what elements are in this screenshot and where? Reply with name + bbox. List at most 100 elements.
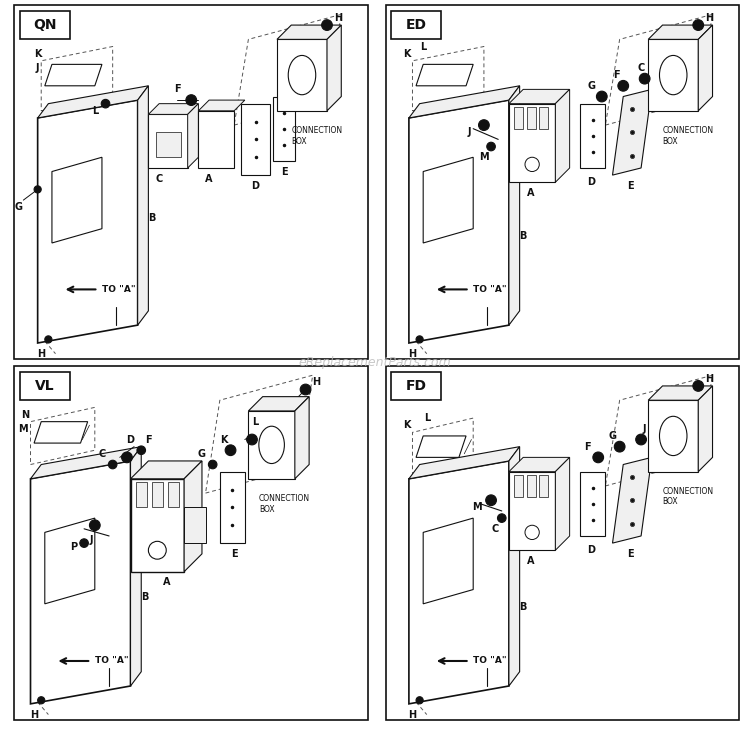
Polygon shape xyxy=(526,475,536,496)
Text: D: D xyxy=(251,181,260,191)
Text: G: G xyxy=(198,449,206,459)
Polygon shape xyxy=(509,457,570,472)
Polygon shape xyxy=(327,25,341,111)
Circle shape xyxy=(322,20,332,31)
Polygon shape xyxy=(698,25,712,111)
Circle shape xyxy=(636,434,646,445)
Circle shape xyxy=(34,186,41,193)
Text: F: F xyxy=(145,434,152,445)
Text: E: E xyxy=(231,549,238,559)
Circle shape xyxy=(247,434,257,445)
Polygon shape xyxy=(509,104,555,182)
Polygon shape xyxy=(38,100,138,343)
Circle shape xyxy=(89,520,101,531)
Text: K: K xyxy=(34,49,41,58)
Circle shape xyxy=(122,452,132,463)
Text: C: C xyxy=(638,63,645,73)
Text: H: H xyxy=(38,348,45,359)
Polygon shape xyxy=(184,461,202,572)
Circle shape xyxy=(487,142,495,151)
Text: P: P xyxy=(70,542,77,552)
Text: H: H xyxy=(334,13,342,23)
Text: TO "A": TO "A" xyxy=(473,285,507,294)
Circle shape xyxy=(80,539,88,547)
Polygon shape xyxy=(539,107,548,129)
Polygon shape xyxy=(136,483,146,507)
Text: J: J xyxy=(643,424,646,434)
Polygon shape xyxy=(539,475,548,496)
Circle shape xyxy=(497,514,506,523)
Text: B: B xyxy=(520,602,527,612)
Text: CONNECTION
BOX: CONNECTION BOX xyxy=(662,126,714,146)
Circle shape xyxy=(596,91,608,102)
Circle shape xyxy=(618,80,628,91)
Polygon shape xyxy=(526,107,536,129)
Circle shape xyxy=(525,525,539,539)
Polygon shape xyxy=(409,461,509,704)
Text: H: H xyxy=(30,709,38,720)
Polygon shape xyxy=(45,64,102,86)
Text: M: M xyxy=(479,152,489,163)
Polygon shape xyxy=(509,86,520,325)
Polygon shape xyxy=(423,157,473,243)
Polygon shape xyxy=(409,100,509,343)
Polygon shape xyxy=(34,421,88,443)
Text: K: K xyxy=(404,420,411,430)
Text: G: G xyxy=(587,81,595,91)
Text: L: L xyxy=(253,417,259,426)
Text: E: E xyxy=(627,181,634,191)
Text: F: F xyxy=(584,442,591,452)
Polygon shape xyxy=(31,461,130,704)
Polygon shape xyxy=(613,90,652,175)
Polygon shape xyxy=(555,90,570,182)
Circle shape xyxy=(416,336,423,343)
Text: B: B xyxy=(141,592,148,601)
Bar xyxy=(391,11,441,39)
Text: H: H xyxy=(312,378,320,387)
Polygon shape xyxy=(295,397,309,479)
Ellipse shape xyxy=(659,416,687,456)
Polygon shape xyxy=(648,39,698,111)
Text: FD: FD xyxy=(406,379,427,393)
Polygon shape xyxy=(555,457,570,550)
Polygon shape xyxy=(138,86,148,325)
Polygon shape xyxy=(514,107,523,129)
Text: N: N xyxy=(21,410,29,419)
Bar xyxy=(20,372,70,400)
Polygon shape xyxy=(648,25,712,39)
Circle shape xyxy=(300,384,311,395)
Polygon shape xyxy=(277,25,341,39)
Polygon shape xyxy=(199,111,234,168)
Circle shape xyxy=(186,95,196,106)
Text: J: J xyxy=(468,128,472,137)
Polygon shape xyxy=(514,475,523,496)
Text: QN: QN xyxy=(33,18,56,32)
Polygon shape xyxy=(168,483,178,507)
Text: H: H xyxy=(705,374,713,383)
Text: E: E xyxy=(280,166,287,176)
Circle shape xyxy=(614,441,625,452)
Text: L: L xyxy=(424,413,430,423)
Text: CONNECTION
BOX: CONNECTION BOX xyxy=(259,494,310,513)
Circle shape xyxy=(148,542,166,559)
Polygon shape xyxy=(242,104,270,175)
Polygon shape xyxy=(184,507,206,543)
Circle shape xyxy=(693,20,703,31)
Text: A: A xyxy=(526,556,534,566)
Bar xyxy=(391,372,441,400)
Text: J: J xyxy=(36,63,40,73)
Circle shape xyxy=(101,99,109,108)
Text: M: M xyxy=(472,502,482,512)
Text: F: F xyxy=(613,70,620,80)
Text: G: G xyxy=(608,431,616,441)
Circle shape xyxy=(478,120,489,130)
Text: H: H xyxy=(409,348,416,359)
Text: TO "A": TO "A" xyxy=(102,285,136,294)
Polygon shape xyxy=(409,86,520,118)
Text: D: D xyxy=(127,434,134,445)
Text: G: G xyxy=(14,202,22,212)
Polygon shape xyxy=(148,114,188,168)
Text: M: M xyxy=(19,424,28,434)
Polygon shape xyxy=(188,104,199,168)
Polygon shape xyxy=(580,104,605,168)
